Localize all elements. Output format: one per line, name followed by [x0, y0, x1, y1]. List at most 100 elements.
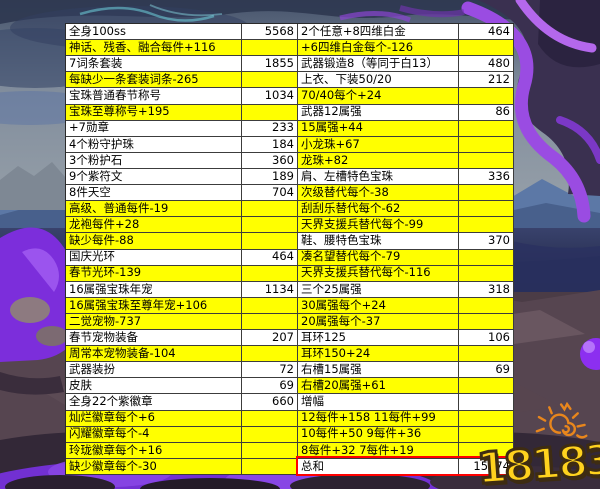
item-value-left: 233 — [242, 120, 298, 137]
item-label-right: 武器锻造8（等同于白13） — [298, 56, 459, 73]
item-value-left — [242, 426, 298, 443]
sun-doodle-icon — [535, 401, 588, 439]
item-value-left: 69 — [242, 378, 298, 395]
item-value-left: 464 — [242, 249, 298, 266]
item-label-left: +7勋章 — [66, 120, 242, 137]
watermark-text: 18183 — [474, 434, 600, 489]
price-table: 全身100ss 5568 2个任意+8四维白金 464 神话、残香、融合每件+116 +6… — [65, 23, 515, 476]
item-label-left: 武器装扮 — [66, 362, 242, 379]
item-value-left: 5568 — [242, 24, 298, 41]
item-value-right — [459, 426, 514, 443]
item-value-left: 1134 — [242, 281, 298, 298]
item-value-right — [459, 265, 514, 282]
item-label-left: 16属强宝珠年宠 — [66, 281, 242, 298]
item-label-right: 增幅 — [298, 394, 459, 411]
item-label-right: 20属强每个-37 — [298, 313, 459, 331]
item-value-left: 660 — [242, 394, 298, 411]
item-label-right: 小龙珠+67 — [298, 136, 459, 153]
item-value-left: 360 — [242, 152, 298, 169]
item-value-left: 1034 — [242, 88, 298, 105]
watermark-18183: 18183 — [473, 400, 600, 489]
item-label-right: 耳环150+24 — [298, 346, 459, 363]
item-value-right — [459, 88, 514, 105]
item-value-right — [459, 40, 514, 57]
item-value-left — [242, 104, 298, 121]
item-value-right: 106 — [459, 330, 514, 347]
item-label-right: 8每件+32 7每件+19 — [298, 442, 459, 459]
item-label-right: 右槽15属强 — [298, 362, 459, 379]
item-label-right: 刮刮乐替代每个-62 — [298, 201, 459, 218]
item-value-left — [242, 40, 298, 57]
item-label-left: 全身22个紫徽章 — [66, 394, 242, 411]
item-label-left: 闪耀徽章每个-4 — [66, 426, 242, 443]
item-label-right: 天界支援兵替代每个-99 — [298, 217, 459, 234]
item-value-left — [242, 201, 298, 218]
item-value-right — [459, 217, 514, 234]
item-label-right: 上衣、下装50/20 — [298, 72, 459, 89]
item-label-right: 三个25属强 — [298, 281, 459, 298]
item-label-left: 神话、残香、融合每件+116 — [66, 40, 242, 57]
item-label-left: 国庆光环 — [66, 249, 242, 266]
item-label-left: 全身100ss — [66, 24, 242, 41]
item-value-right — [459, 152, 514, 169]
item-value-right: 69 — [459, 362, 514, 379]
item-value-left — [242, 217, 298, 234]
item-value-left — [242, 410, 298, 427]
item-value-left: 189 — [242, 168, 298, 186]
item-label-left: 7词条套装 — [66, 56, 242, 73]
item-label-left: 3个粉护石 — [66, 152, 242, 169]
item-value-right — [459, 120, 514, 137]
item-value-right: 212 — [459, 72, 514, 89]
item-label-right: 30属强每个+24 — [298, 297, 459, 314]
item-label-left: 玲珑徽章每个+16 — [66, 442, 242, 459]
item-label-left: 宝珠至尊称号+195 — [66, 104, 242, 121]
item-value-left: 184 — [242, 136, 298, 153]
item-value-right — [459, 410, 514, 427]
item-label-left: 灿烂徽章每个+6 — [66, 410, 242, 427]
item-value-left — [242, 346, 298, 363]
item-label-right: 武器12属强 — [298, 104, 459, 121]
item-label-left: 16属强宝珠至尊年宠+106 — [66, 297, 242, 314]
item-label-left: 宝珠普通春节称号 — [66, 88, 242, 105]
item-value-left — [242, 458, 298, 475]
item-label-left: 缺少徽章每个-30 — [66, 458, 242, 475]
item-value-right: 336 — [459, 168, 514, 186]
item-label-right: +6四维白金每个-126 — [298, 40, 459, 57]
item-value-right — [459, 313, 514, 331]
item-value-right: 370 — [459, 233, 514, 250]
item-value-left: 207 — [242, 330, 298, 347]
item-value-right — [459, 346, 514, 363]
item-label-right: 15属强+44 — [298, 120, 459, 137]
item-value-left — [242, 297, 298, 314]
item-value-right: 318 — [459, 281, 514, 298]
item-label-right: 右槽20属强+61 — [298, 378, 459, 395]
item-value-right — [459, 297, 514, 314]
item-value-right — [459, 394, 514, 411]
item-label-left: 春节宠物装备 — [66, 330, 242, 347]
item-label-right: 70/40每个+24 — [298, 88, 459, 105]
item-label-right: 鞋、腰特色宝珠 — [298, 233, 459, 250]
item-label-right: 总和 — [298, 458, 459, 475]
item-value-right: 86 — [459, 104, 514, 121]
item-value-right — [459, 136, 514, 153]
item-value-left — [242, 313, 298, 331]
item-label-left: 高级、普通每件-19 — [66, 201, 242, 218]
item-label-right: 耳环125 — [298, 330, 459, 347]
item-label-left: 缺少每件-88 — [66, 233, 242, 250]
item-label-left: 龙袍每件+28 — [66, 217, 242, 234]
item-label-right: 龙珠+82 — [298, 152, 459, 169]
item-label-right: 肩、左槽特色宝珠 — [298, 168, 459, 186]
item-value-left — [242, 233, 298, 250]
item-value-left: 1855 — [242, 56, 298, 73]
item-value-right: 464 — [459, 24, 514, 41]
item-label-left: 皮肤 — [66, 378, 242, 395]
item-label-right: 12每件+158 11每件+99 — [298, 410, 459, 427]
item-label-right: 天界支援兵替代每个-116 — [298, 265, 459, 282]
item-value-left: 72 — [242, 362, 298, 379]
price-table-grid: 全身100ss 5568 2个任意+8四维白金 464 神话、残香、融合每件+116 +6… — [66, 24, 514, 475]
item-value-right — [459, 185, 514, 202]
item-value-right — [459, 378, 514, 395]
item-label-right: 凑名望替代每个-79 — [298, 249, 459, 266]
item-value-right — [459, 201, 514, 218]
